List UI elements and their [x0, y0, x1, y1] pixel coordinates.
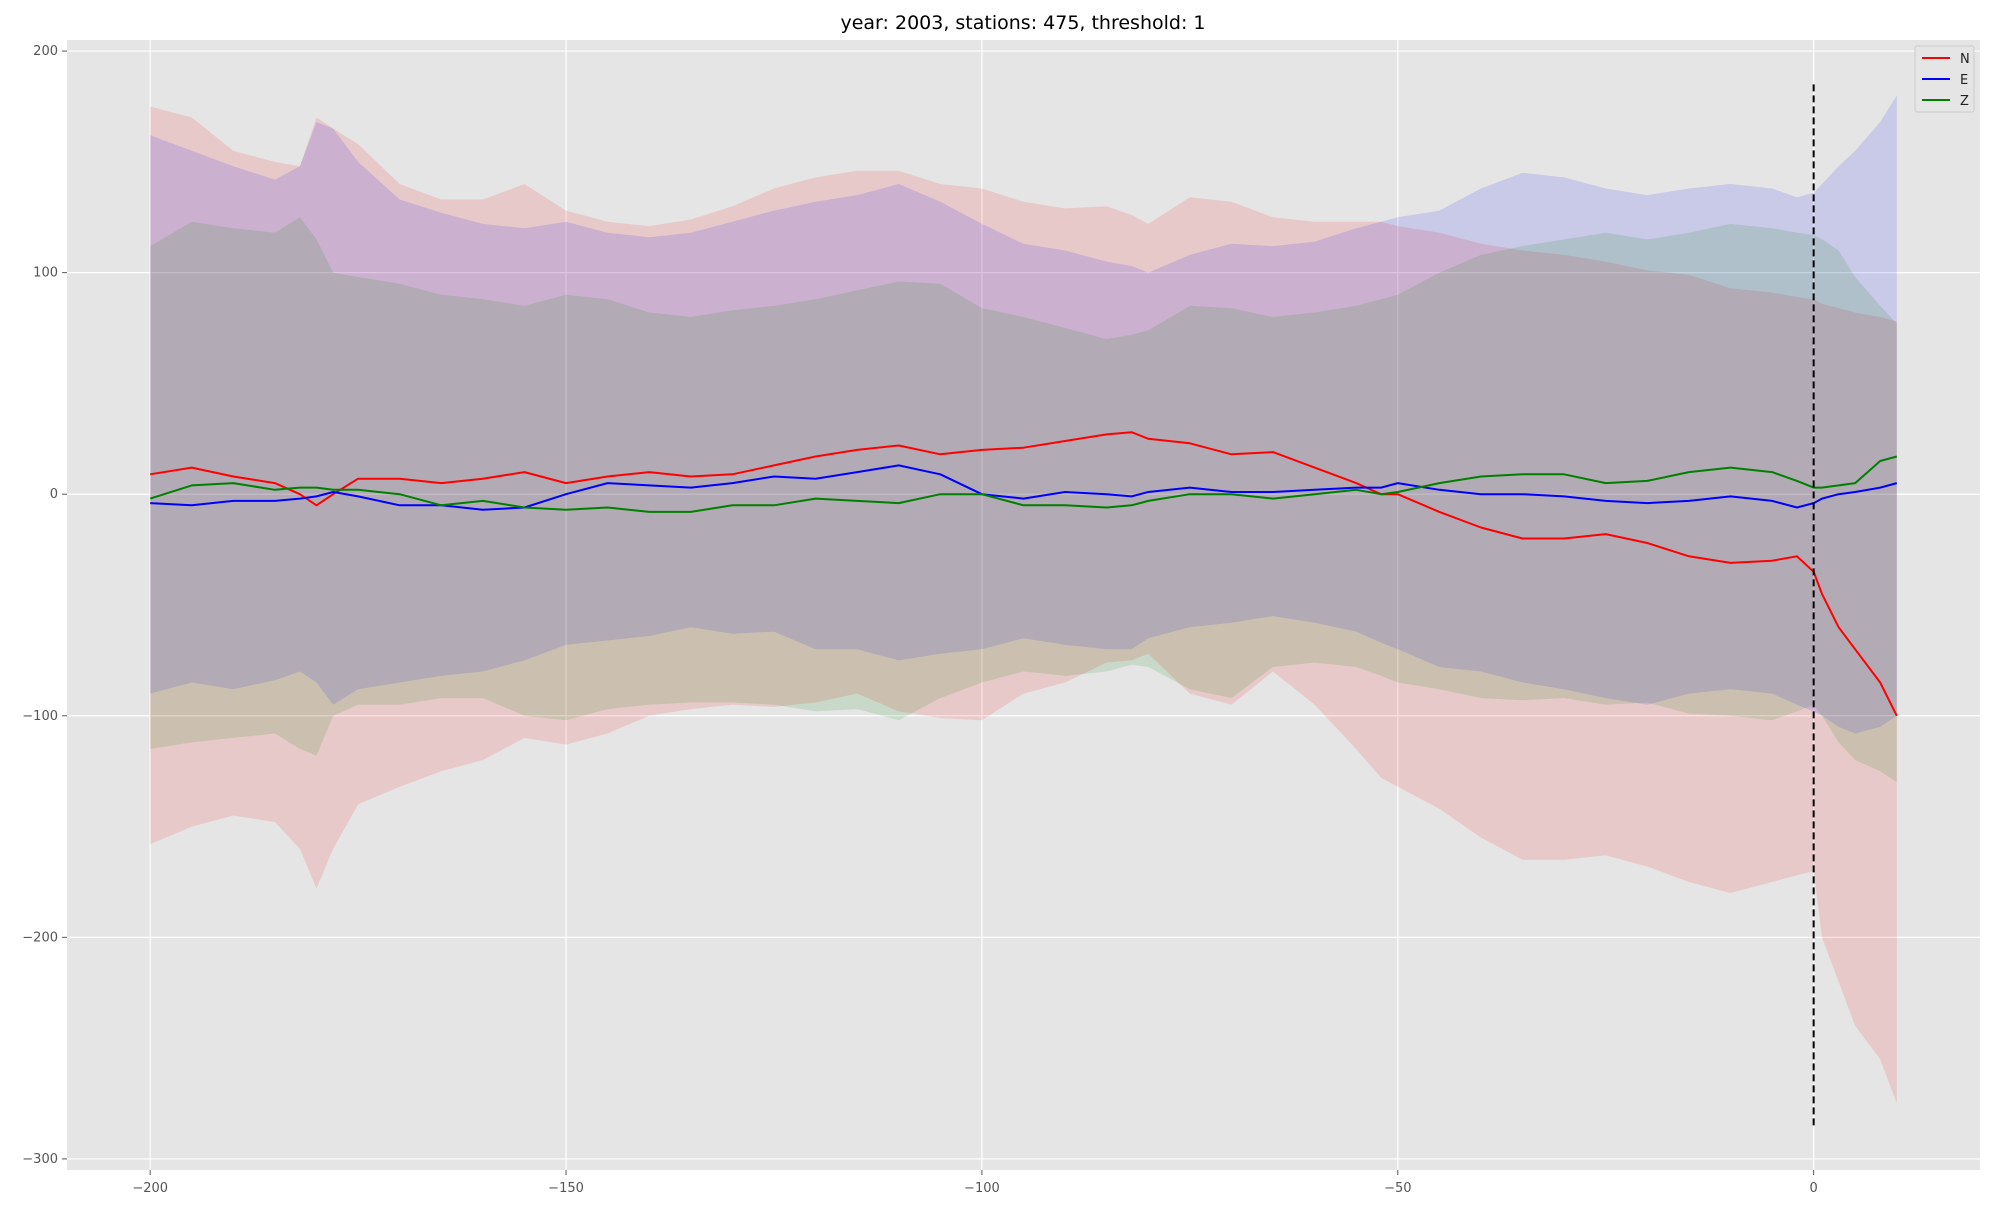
- chart-title: year: 2003, stations: 475, threshold: 1: [840, 12, 1205, 34]
- x-tick-label: −100: [964, 1181, 1000, 1196]
- y-tick-label: −200: [22, 930, 58, 945]
- x-tick-label: 0: [1810, 1181, 1818, 1196]
- line-n: [150, 431, 1898, 717]
- band-z: [150, 217, 1897, 783]
- line-z: [149, 455, 1898, 513]
- y-tick-label: 100: [33, 266, 58, 281]
- band-n: [150, 106, 1897, 1104]
- y-tick-label: 200: [33, 44, 58, 59]
- y-tick-label: −100: [22, 709, 58, 724]
- series-line-layer: [149, 431, 1898, 717]
- legend-label-e: E: [1960, 73, 1968, 88]
- y-tick-label: 0: [50, 487, 58, 502]
- y-tick-label: −300: [22, 1152, 58, 1167]
- x-tick-label: −150: [548, 1181, 584, 1196]
- band-e: [150, 95, 1897, 734]
- x-tick-label: −50: [1384, 1181, 1411, 1196]
- legend-label-n: N: [1960, 52, 1970, 67]
- x-tick-label: −200: [132, 1181, 168, 1196]
- legend-label-z: Z: [1960, 94, 1969, 109]
- legend: NEZ: [1914, 45, 1975, 113]
- tick-label-layer: −200 −150 −100 −50 0 −300 −200 −100 0 100 200: [22, 44, 1818, 1196]
- plot-area-background: [67, 40, 1980, 1170]
- legend-entries: NEZ: [1922, 52, 1970, 109]
- line-e: [150, 464, 1898, 511]
- grid-layer: [67, 40, 1980, 1170]
- confidence-band-layer: [150, 95, 1897, 1104]
